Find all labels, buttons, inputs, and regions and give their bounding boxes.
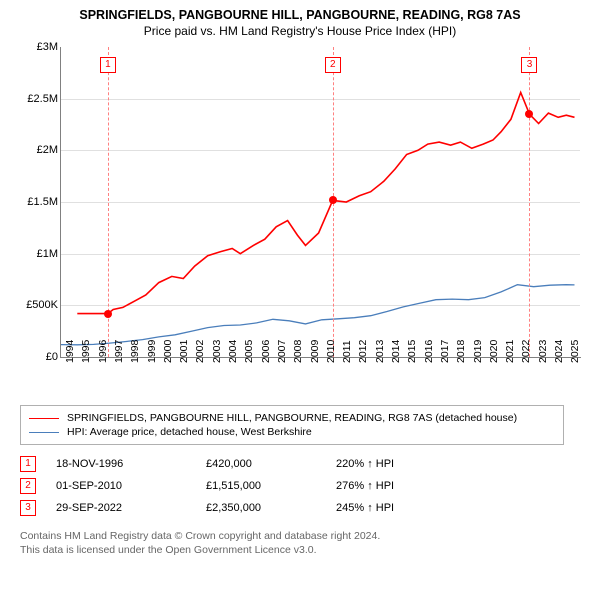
sales-date: 01-SEP-2010 xyxy=(56,480,206,492)
sales-index-box: 1 xyxy=(20,456,36,472)
chart-area: £0£500K£1M£1.5M£2M£2.5M£3M 123 199419951… xyxy=(20,47,580,397)
sales-price: £2,350,000 xyxy=(206,502,336,514)
legend-swatch xyxy=(29,418,59,419)
x-tick-label: 2025 xyxy=(569,340,600,363)
footer-line-2: This data is licensed under the Open Gov… xyxy=(20,543,580,557)
legend-label: SPRINGFIELDS, PANGBOURNE HILL, PANGBOURN… xyxy=(67,412,517,424)
y-tick-label: £2M xyxy=(20,144,58,156)
sales-hpi: 220% ↑ HPI xyxy=(336,458,456,470)
chart-title: SPRINGFIELDS, PANGBOURNE HILL, PANGBOURN… xyxy=(10,8,590,22)
chart-container: SPRINGFIELDS, PANGBOURNE HILL, PANGBOURN… xyxy=(0,0,600,557)
y-tick-label: £1.5M xyxy=(20,196,58,208)
plot-svg xyxy=(61,47,581,357)
y-tick-label: £3M xyxy=(20,41,58,53)
plot-region: 1 2 3 xyxy=(60,47,581,358)
sales-date: 29-SEP-2022 xyxy=(56,502,206,514)
marker-dot xyxy=(104,310,112,318)
marker-dot xyxy=(525,110,533,118)
legend: SPRINGFIELDS, PANGBOURNE HILL, PANGBOURN… xyxy=(20,405,564,445)
sales-index-box: 2 xyxy=(20,478,36,494)
legend-swatch xyxy=(29,432,59,433)
sales-row: 3 29-SEP-2022£2,350,000245% ↑ HPI xyxy=(20,497,564,519)
footer-line-1: Contains HM Land Registry data © Crown c… xyxy=(20,529,580,543)
y-tick-label: £500K xyxy=(20,299,58,311)
legend-row: HPI: Average price, detached house, West… xyxy=(29,425,555,439)
sales-row: 2 01-SEP-2010£1,515,000276% ↑ HPI xyxy=(20,475,564,497)
marker-box: 2 xyxy=(325,57,341,73)
marker-dot xyxy=(329,196,337,204)
sales-hpi: 245% ↑ HPI xyxy=(336,502,456,514)
legend-row: SPRINGFIELDS, PANGBOURNE HILL, PANGBOURN… xyxy=(29,411,555,425)
sales-table: 1 18-NOV-1996£420,000220% ↑ HPI 2 01-SEP-20… xyxy=(20,453,564,519)
y-tick-label: £1M xyxy=(20,248,58,260)
marker-box: 3 xyxy=(521,57,537,73)
y-tick-label: £0 xyxy=(20,351,58,363)
sales-index-box: 3 xyxy=(20,500,36,516)
sales-price: £420,000 xyxy=(206,458,336,470)
sales-row: 1 18-NOV-1996£420,000220% ↑ HPI xyxy=(20,453,564,475)
marker-box: 1 xyxy=(100,57,116,73)
chart-subtitle: Price paid vs. HM Land Registry's House … xyxy=(10,24,590,38)
sales-hpi: 276% ↑ HPI xyxy=(336,480,456,492)
footer: Contains HM Land Registry data © Crown c… xyxy=(20,529,580,557)
marker-vline xyxy=(529,47,530,357)
legend-label: HPI: Average price, detached house, West… xyxy=(67,426,312,438)
header: SPRINGFIELDS, PANGBOURNE HILL, PANGBOURN… xyxy=(0,0,600,42)
series-hpi xyxy=(61,285,575,345)
sales-price: £1,515,000 xyxy=(206,480,336,492)
y-tick-label: £2.5M xyxy=(20,93,58,105)
sales-date: 18-NOV-1996 xyxy=(56,458,206,470)
series-property xyxy=(77,93,574,314)
